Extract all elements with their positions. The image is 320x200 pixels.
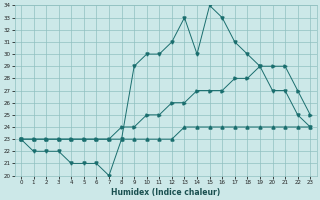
X-axis label: Humidex (Indice chaleur): Humidex (Indice chaleur) [111,188,220,197]
